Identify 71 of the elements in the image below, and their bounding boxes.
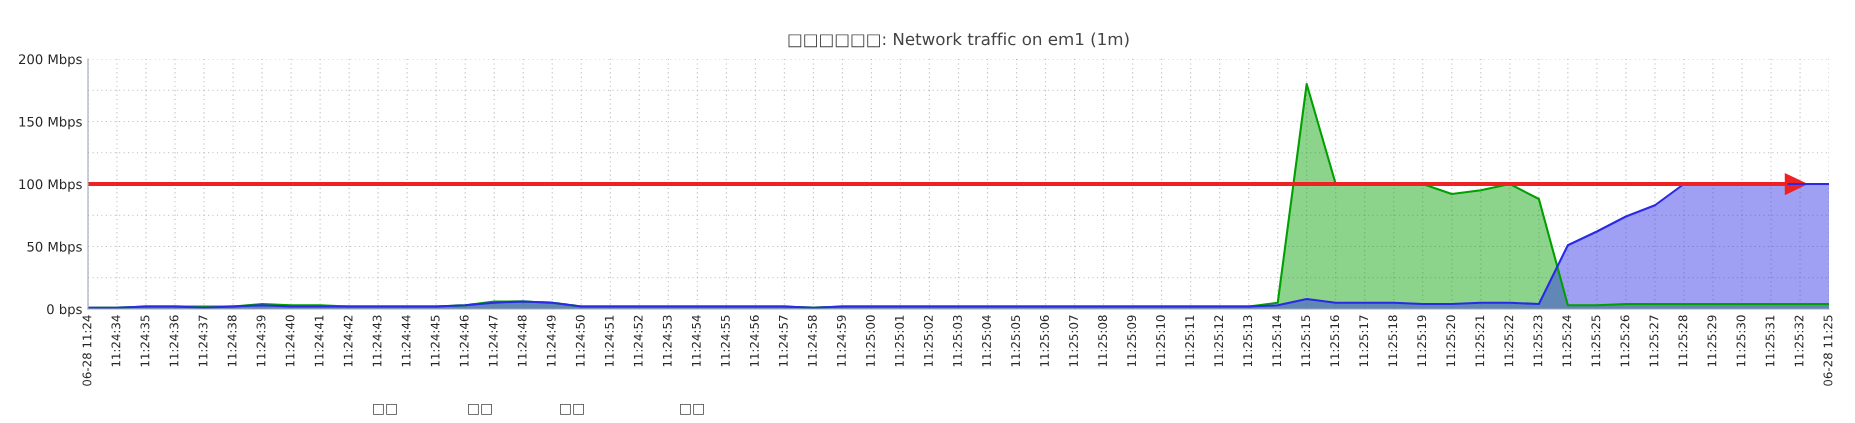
x-tick-label: 11:24:53 bbox=[662, 315, 672, 367]
x-tick-label: 11:25:08 bbox=[1098, 315, 1108, 367]
text: □□ bbox=[560, 404, 584, 415]
x-tick-label: 11:24:52 bbox=[633, 315, 643, 367]
x-tick-label: 11:24:38 bbox=[227, 315, 237, 367]
x-tick-label: 11:25:04 bbox=[982, 315, 991, 367]
x-tick-label: 11:25:12 bbox=[1214, 315, 1224, 367]
x-tick-label: 11:25:16 bbox=[1330, 315, 1340, 367]
x-tick-label: 11:24:54 bbox=[691, 315, 701, 367]
x-tick-label: 11:24:55 bbox=[720, 315, 730, 367]
x-tick-label: 11:24:43 bbox=[372, 315, 382, 367]
x-tick-label: 11:24:41 bbox=[314, 315, 324, 367]
x-tick-label: 11:24:36 bbox=[169, 315, 179, 367]
x-tick-label: 06-28 11:24 bbox=[82, 315, 92, 386]
x-tick-label: 11:25:27 bbox=[1649, 315, 1659, 367]
text: □□ bbox=[468, 404, 492, 415]
x-tick-label: 11:24:59 bbox=[836, 315, 846, 367]
x-tick-label: 11:24:48 bbox=[517, 315, 527, 367]
x-tick-label: 11:24:46 bbox=[459, 315, 469, 367]
x-tick-label: 11:25:13 bbox=[1243, 315, 1253, 367]
x-tick-label: 11:25:20 bbox=[1446, 315, 1456, 367]
x-tick-label: 11:25:26 bbox=[1620, 315, 1630, 367]
x-tick-label: 11:24:42 bbox=[343, 315, 353, 367]
y-tick-label: 150 Mbps bbox=[19, 116, 82, 130]
x-tick-label: 11:24:37 bbox=[198, 315, 208, 367]
x-tick-label: 11:25:00 bbox=[865, 315, 875, 367]
y-tick-label: 200 Mbps bbox=[19, 53, 82, 67]
x-tick-label: 11:25:29 bbox=[1707, 315, 1717, 367]
x-tick-label: 11:24:47 bbox=[488, 315, 498, 367]
x-tick-label: 11:25:10 bbox=[1156, 315, 1165, 367]
y-tick-label: 50 Mbps bbox=[27, 241, 82, 255]
x-tick-label: 11:25:22 bbox=[1504, 315, 1514, 367]
x-tick-label: 11:24:51 bbox=[604, 315, 614, 367]
x-tick-label: 11:25:11 bbox=[1185, 315, 1195, 367]
x-tick-label: 11:24:39 bbox=[256, 315, 266, 367]
x-tick-label: 11:25:03 bbox=[953, 315, 962, 367]
x-tick-label: 11:25:14 bbox=[1272, 315, 1282, 367]
x-tick-label: 11:25:06 bbox=[1040, 315, 1049, 367]
x-tick-label: 11:24:56 bbox=[749, 315, 759, 367]
x-tick-label: 11:25:18 bbox=[1388, 315, 1398, 367]
x-tick-label: 11:25:28 bbox=[1678, 315, 1688, 367]
x-tick-label: 11:24:35 bbox=[140, 315, 150, 367]
y-tick-label: 0 bps bbox=[47, 303, 82, 317]
x-tick-label: 11:24:45 bbox=[430, 315, 440, 367]
x-tick-label: 11:24:44 bbox=[401, 315, 411, 367]
x-tick-label: 11:25:19 bbox=[1417, 315, 1427, 367]
x-tick-label: 11:25:21 bbox=[1475, 315, 1485, 367]
x-tick-label: 11:25:05 bbox=[1011, 315, 1021, 367]
text: □□ bbox=[680, 404, 704, 415]
y-tick-label: 100 Mbps bbox=[19, 178, 82, 192]
chart-title: □□□□□□: Network traffic on em1 (1m) bbox=[788, 32, 1129, 48]
x-tick-label: 11:25:32 bbox=[1794, 315, 1804, 367]
x-tick-label: 11:25:25 bbox=[1591, 315, 1601, 367]
x-tick-label: 11:24:57 bbox=[778, 315, 788, 367]
x-tick-label: 11:25:30 bbox=[1736, 315, 1746, 367]
x-tick-label: 11:25:15 bbox=[1301, 315, 1311, 367]
x-tick-label: 11:24:50 bbox=[575, 315, 585, 367]
x-tick-label: 11:24:58 bbox=[807, 315, 817, 367]
x-tick-label: 11:25:02 bbox=[923, 315, 933, 367]
x-tick-label: 11:25:01 bbox=[894, 315, 904, 367]
x-tick-label: 06-28 11:25 bbox=[1823, 315, 1833, 386]
x-tick-label: 11:25:17 bbox=[1359, 315, 1369, 367]
text: □□ bbox=[373, 404, 397, 415]
x-tick-label: 11:25:07 bbox=[1069, 315, 1078, 367]
x-tick-label: 11:25:24 bbox=[1562, 315, 1572, 367]
x-tick-label: 11:24:40 bbox=[285, 315, 295, 367]
x-tick-label: 11:25:31 bbox=[1765, 315, 1775, 367]
x-tick-label: 11:24:49 bbox=[546, 315, 556, 367]
x-tick-label: 11:24:34 bbox=[111, 315, 121, 367]
x-tick-label: 11:25:23 bbox=[1533, 315, 1543, 367]
x-tick-label: 11:25:09 bbox=[1127, 315, 1137, 367]
